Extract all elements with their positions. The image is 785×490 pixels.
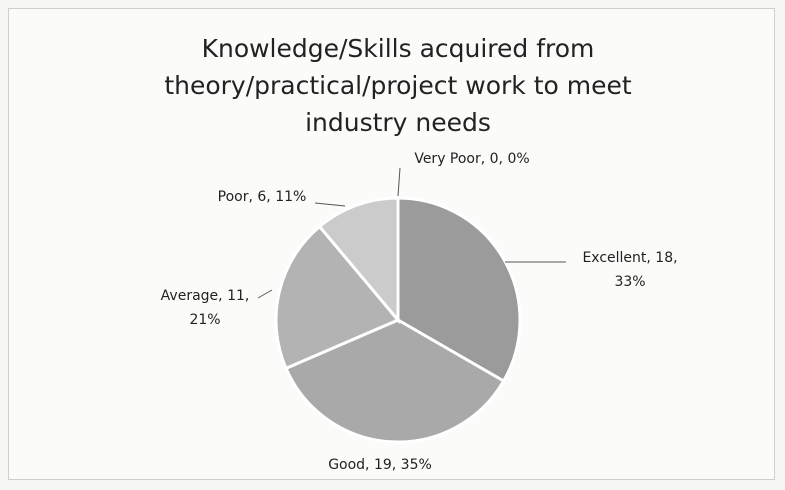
data-label: Average, 11, 21% — [160, 288, 250, 328]
pie-slice — [317, 196, 400, 325]
pie-slice — [274, 224, 401, 371]
data-label: Poor, 6, 11% — [217, 189, 307, 205]
pie-slice — [396, 196, 522, 384]
leader-line — [314, 202, 346, 207]
leader-line — [397, 167, 401, 197]
chart-title: Knowledge/Skills acquired from theory/pr… — [164, 34, 632, 137]
pie-slice — [284, 318, 506, 444]
data-label: Good, 19, 35% — [328, 457, 432, 473]
leader-line — [257, 289, 273, 299]
data-label: Very Poor, 0, 0% — [414, 151, 530, 167]
data-label: Excellent, 18, 33% — [582, 250, 678, 290]
